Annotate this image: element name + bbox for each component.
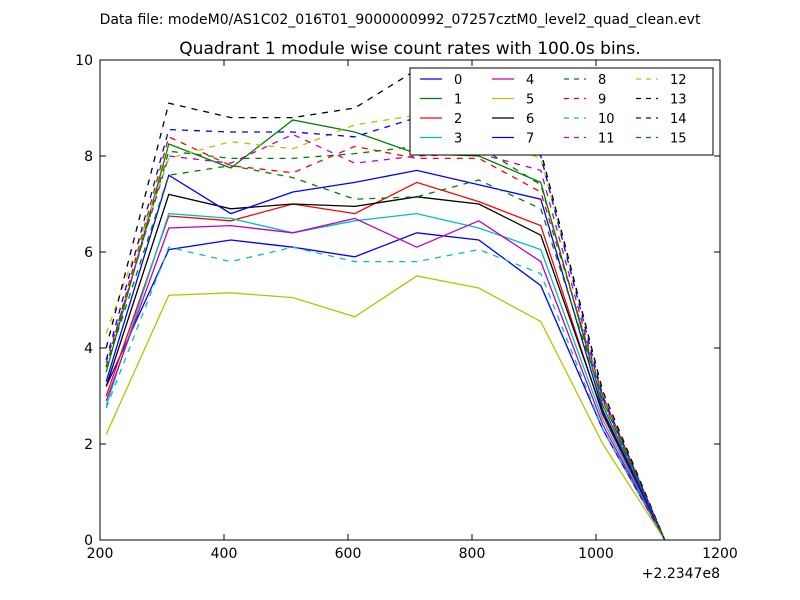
chart-suptitle: Data file: modeM0/AS1C02_016T01_90000009… bbox=[100, 12, 701, 28]
series-line-5 bbox=[105, 275, 666, 541]
legend-label-0: 0 bbox=[454, 73, 462, 88]
y-tick-label: 8 bbox=[84, 149, 93, 165]
y-tick-label: 0 bbox=[84, 533, 93, 549]
legend-label-2: 2 bbox=[454, 112, 462, 127]
plot-area: 200 400 600 800 1000 120002468100123456789101… bbox=[75, 53, 738, 562]
series-line-14 bbox=[105, 112, 666, 541]
series-line-7 bbox=[105, 169, 666, 541]
y-tick-label: 10 bbox=[75, 53, 93, 69]
legend-label-1: 1 bbox=[454, 93, 462, 108]
series-line-8 bbox=[105, 164, 666, 541]
legend-label-12: 12 bbox=[670, 73, 687, 88]
x-tick-label: 200 bbox=[87, 546, 114, 562]
series-line-3 bbox=[105, 212, 666, 541]
x-tick-label: 400 bbox=[211, 546, 238, 562]
y-tick-label: 2 bbox=[84, 437, 93, 453]
legend-label-8: 8 bbox=[598, 73, 606, 88]
x-tick-label: 1000 bbox=[578, 546, 614, 562]
chart-title: Quadrant 1 module wise count rates with … bbox=[179, 39, 640, 59]
legend-label-13: 13 bbox=[670, 93, 687, 108]
legend-label-9: 9 bbox=[598, 93, 606, 108]
series-line-6 bbox=[105, 193, 666, 541]
axes-frame bbox=[99, 59, 721, 541]
series-line-0 bbox=[105, 232, 666, 541]
legend-label-15: 15 bbox=[670, 132, 687, 147]
x-offset-label: +2.2347e8 bbox=[642, 566, 720, 582]
legend-label-5: 5 bbox=[526, 93, 534, 108]
y-tick-label: 4 bbox=[84, 341, 93, 357]
series-line-12 bbox=[105, 114, 666, 541]
series-line-15 bbox=[105, 145, 666, 541]
legend-label-10: 10 bbox=[598, 112, 615, 127]
legend-label-4: 4 bbox=[526, 73, 534, 88]
series-line-10 bbox=[105, 246, 666, 541]
legend-label-7: 7 bbox=[526, 132, 534, 147]
y-tick-label: 6 bbox=[84, 245, 93, 261]
series-line-4 bbox=[105, 217, 666, 541]
legend-frame bbox=[409, 67, 714, 156]
x-tick-label: 1200 bbox=[702, 546, 738, 562]
legend-label-14: 14 bbox=[670, 112, 687, 127]
series-line-1 bbox=[105, 119, 666, 541]
x-tick-label: 600 bbox=[335, 546, 362, 562]
legend-label-11: 11 bbox=[598, 132, 615, 147]
series-line-11 bbox=[105, 133, 666, 541]
series-line-9 bbox=[105, 135, 666, 541]
x-tick-label: 800 bbox=[459, 546, 486, 562]
legend-label-3: 3 bbox=[454, 132, 462, 147]
legend-label-6: 6 bbox=[526, 112, 534, 127]
